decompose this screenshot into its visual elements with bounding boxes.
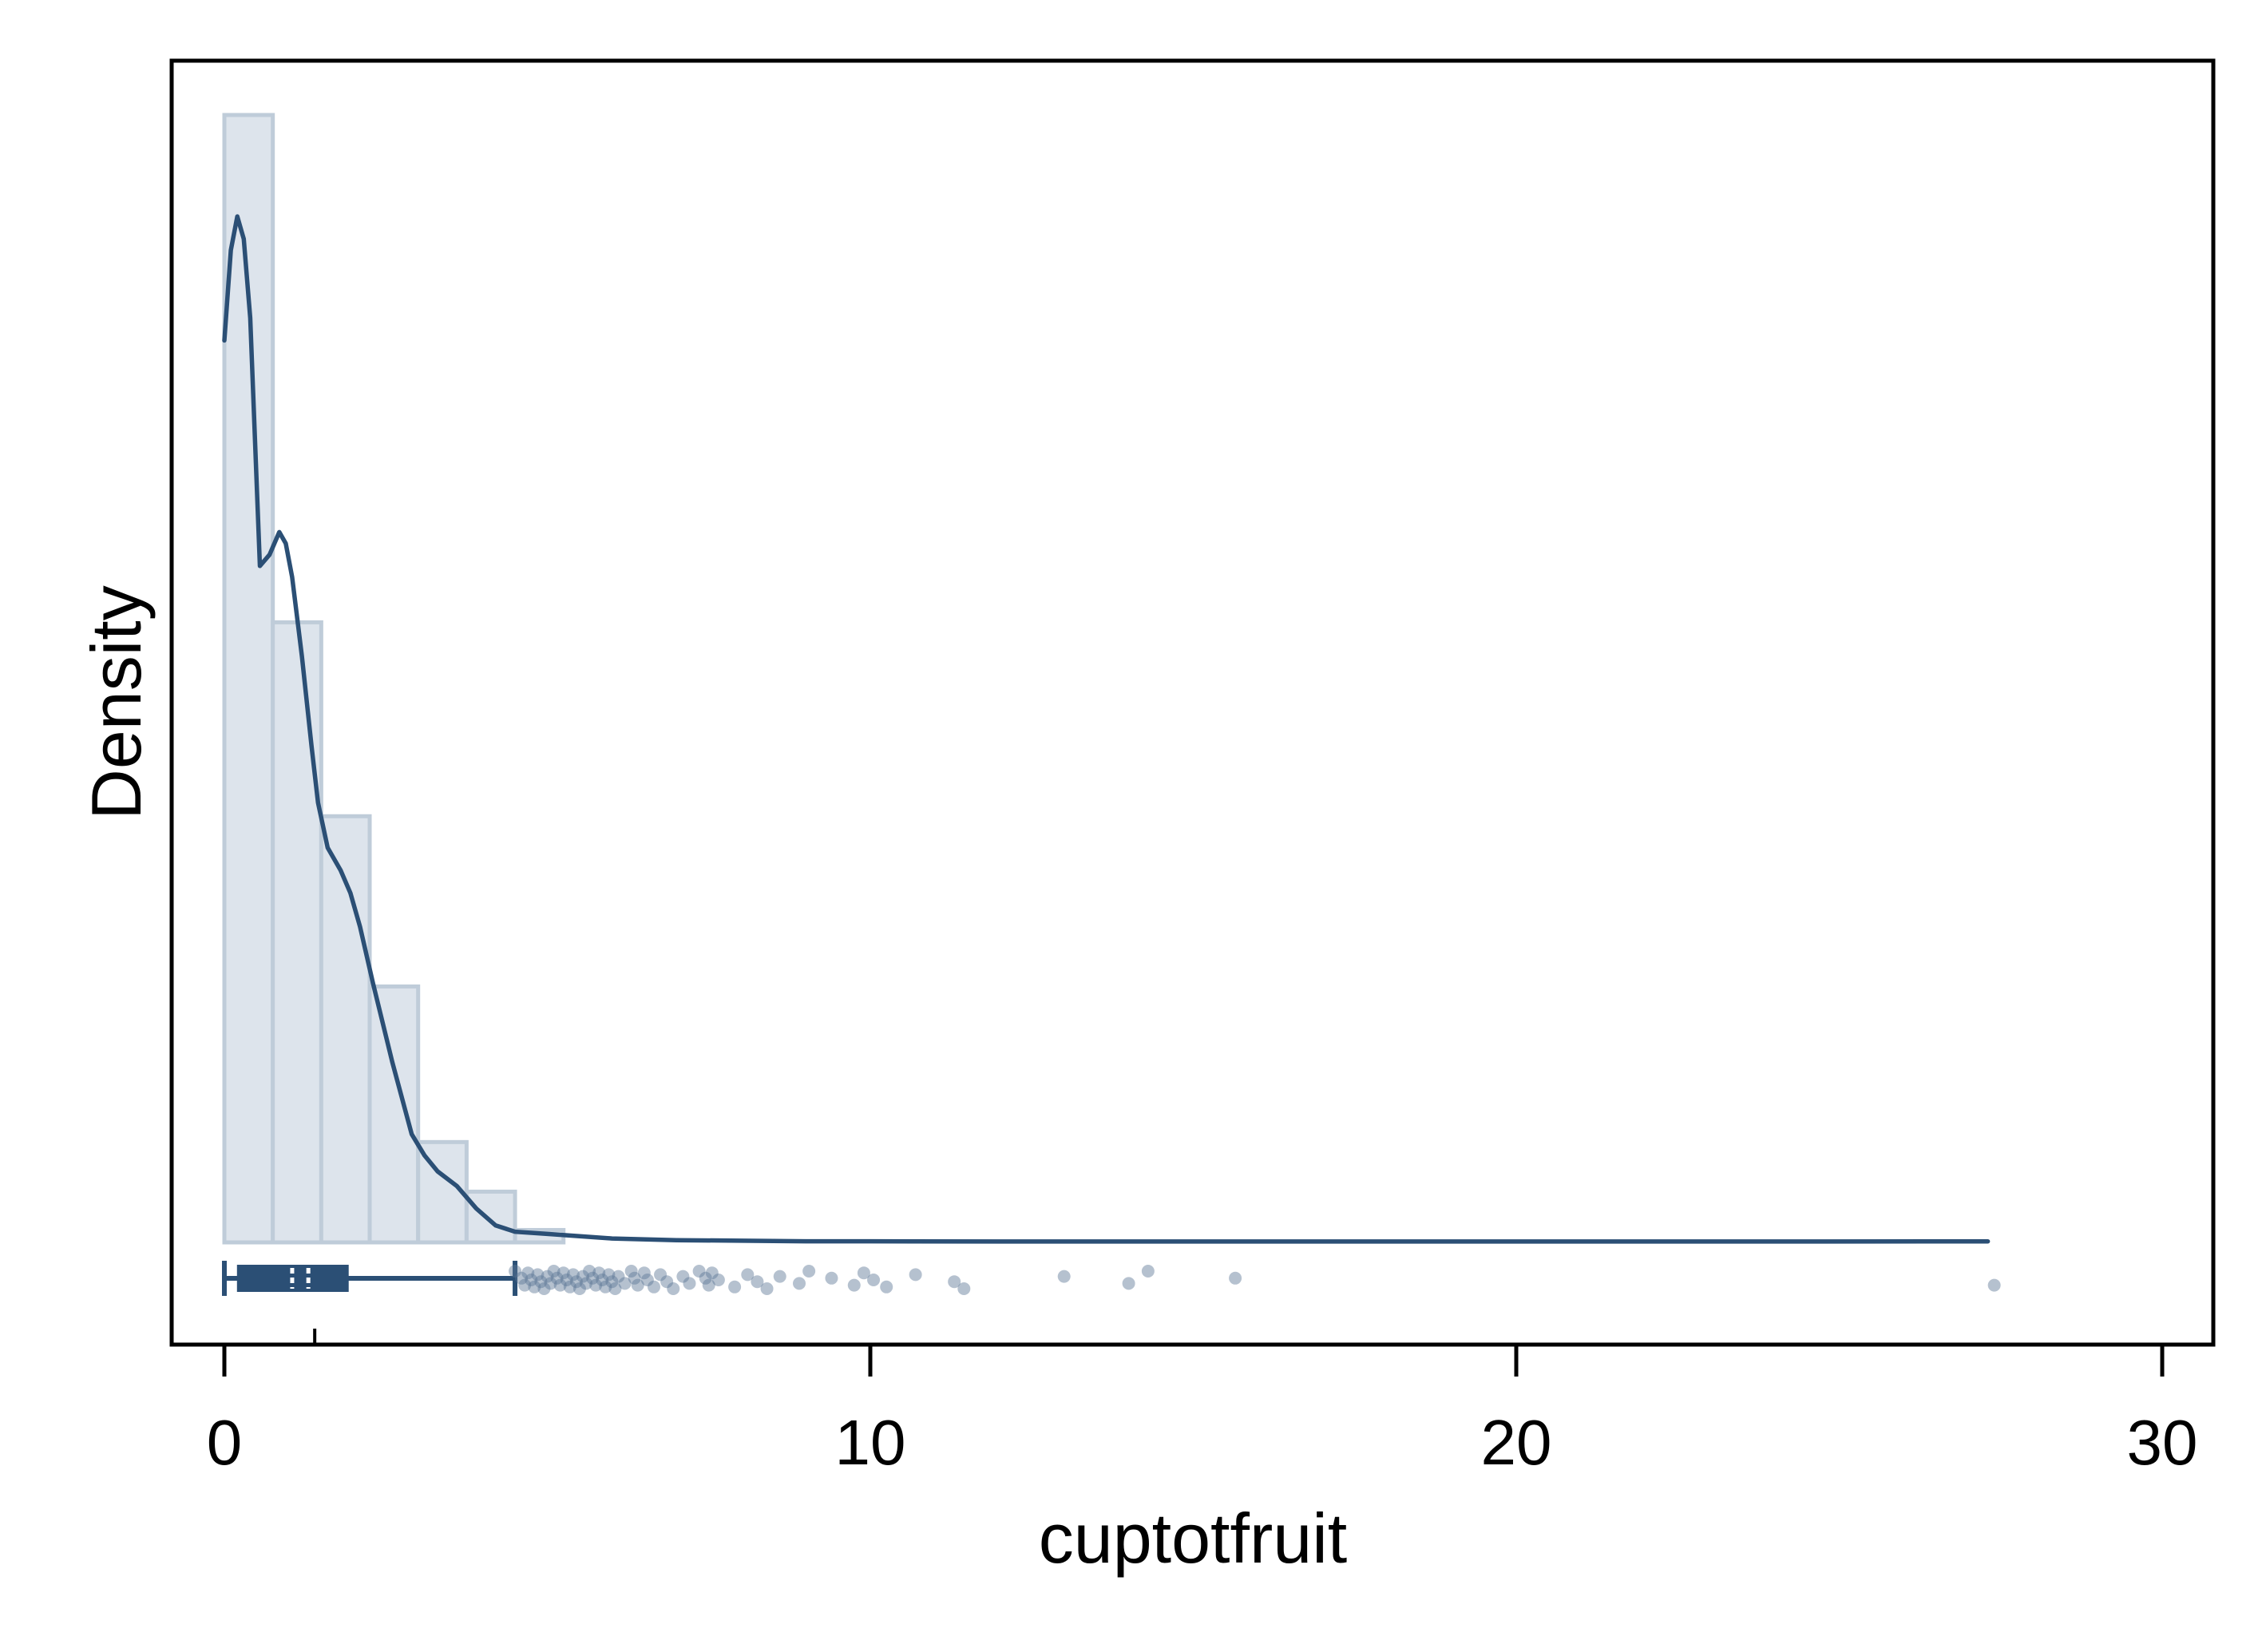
outlier-point bbox=[702, 1278, 715, 1292]
outlier-point bbox=[705, 1266, 719, 1280]
outlier-point bbox=[660, 1275, 674, 1289]
histogram-bar bbox=[319, 814, 372, 1245]
kde-layer bbox=[222, 214, 1991, 1244]
outlier-point bbox=[802, 1265, 816, 1278]
x-axis: 0 10 20 30 bbox=[207, 1329, 2198, 1478]
outlier-point bbox=[599, 1280, 612, 1293]
outlier-point bbox=[1141, 1265, 1155, 1278]
outlier-point bbox=[569, 1275, 583, 1289]
outlier-point bbox=[531, 1268, 545, 1282]
outlier-point bbox=[692, 1265, 706, 1278]
histogram-bar bbox=[367, 984, 421, 1245]
outlier-point bbox=[793, 1277, 806, 1290]
outlier-point bbox=[544, 1277, 557, 1290]
plot-frame bbox=[169, 58, 2216, 1347]
x-axis-title: cuptotfruit bbox=[1039, 1499, 1347, 1578]
outlier-point bbox=[563, 1280, 576, 1293]
outlier-point bbox=[576, 1270, 589, 1283]
outlier-point bbox=[566, 1268, 580, 1282]
outlier-point bbox=[751, 1275, 764, 1289]
outlier-point bbox=[589, 1278, 603, 1292]
outlier-point bbox=[602, 1268, 616, 1282]
outlier-point bbox=[676, 1270, 690, 1283]
outlier-point bbox=[525, 1274, 538, 1286]
outlier-point bbox=[880, 1280, 893, 1293]
x-axis-tick-label: 30 bbox=[2127, 1407, 2198, 1478]
outlier-point bbox=[847, 1278, 861, 1292]
y-axis-title: Density bbox=[77, 585, 156, 819]
histogram-bars bbox=[222, 113, 566, 1245]
outlier-point bbox=[547, 1265, 561, 1278]
outlier-point bbox=[683, 1277, 696, 1290]
outlier-point bbox=[948, 1275, 961, 1289]
outlier-point bbox=[553, 1278, 567, 1292]
outlier-point bbox=[957, 1282, 971, 1295]
outlier-point bbox=[628, 1271, 641, 1285]
outlier-point bbox=[580, 1277, 593, 1290]
outlier-point bbox=[909, 1268, 922, 1282]
x-axis-tick-label: 0 bbox=[207, 1407, 243, 1478]
outlier-point bbox=[518, 1278, 532, 1292]
outlier-points bbox=[509, 1265, 2001, 1295]
outlier-point bbox=[560, 1274, 573, 1286]
outlier-point bbox=[637, 1266, 651, 1280]
x-axis-tick-label: 10 bbox=[835, 1407, 906, 1478]
outlier-point bbox=[618, 1277, 632, 1290]
outlier-point bbox=[647, 1280, 660, 1293]
histogram-bar bbox=[271, 620, 323, 1245]
outlier-point bbox=[699, 1271, 712, 1285]
outlier-point bbox=[612, 1270, 625, 1283]
outlier-point bbox=[534, 1275, 548, 1289]
outlier-point bbox=[583, 1265, 596, 1278]
kde-line bbox=[222, 214, 1991, 1244]
outlier-point bbox=[741, 1268, 755, 1282]
outlier-point bbox=[586, 1271, 600, 1285]
outlier-point bbox=[760, 1282, 774, 1295]
outlier-point bbox=[509, 1265, 522, 1278]
outlier-point bbox=[605, 1275, 619, 1289]
outlier-point bbox=[867, 1274, 881, 1286]
outlier-point bbox=[667, 1282, 680, 1295]
outlier-point bbox=[1057, 1270, 1071, 1283]
outlier-point bbox=[515, 1271, 529, 1285]
outlier-point bbox=[631, 1278, 644, 1292]
outlier-point bbox=[596, 1274, 609, 1286]
outlier-point bbox=[1987, 1278, 2001, 1292]
outlier-point bbox=[550, 1271, 564, 1285]
outlier-point bbox=[521, 1266, 535, 1280]
outlier-point bbox=[857, 1266, 870, 1280]
x-axis-tick-label: 20 bbox=[1481, 1407, 1552, 1478]
outlier-point bbox=[711, 1274, 725, 1286]
outlier-point bbox=[528, 1280, 541, 1293]
outlier-point bbox=[537, 1282, 551, 1295]
outlier-point bbox=[572, 1282, 586, 1295]
histogram-bar bbox=[464, 1189, 517, 1245]
outlier-point bbox=[1229, 1271, 1242, 1285]
outlier-point bbox=[624, 1265, 638, 1278]
outlier-point bbox=[608, 1282, 622, 1295]
outlier-point bbox=[640, 1274, 654, 1286]
outlier-point bbox=[773, 1270, 786, 1283]
outlier-point bbox=[541, 1270, 554, 1283]
outlier-point bbox=[1122, 1277, 1135, 1290]
outlier-point bbox=[592, 1266, 606, 1280]
outlier-point bbox=[654, 1268, 668, 1282]
outlier-point bbox=[728, 1280, 742, 1293]
boxplot-layer bbox=[222, 1261, 518, 1296]
outlier-point bbox=[825, 1271, 838, 1285]
outlier-point bbox=[557, 1266, 570, 1280]
